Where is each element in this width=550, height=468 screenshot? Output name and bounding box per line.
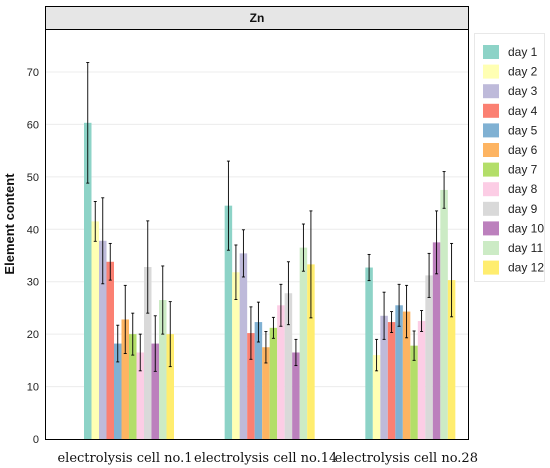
legend-entry: day 9: [508, 202, 538, 216]
title-strip: [45, 6, 469, 30]
legend-entry: day 3: [508, 84, 538, 98]
bar: [299, 247, 308, 439]
legend-swatch: [483, 84, 499, 99]
legend-swatch: [483, 201, 499, 216]
error-bars: [86, 62, 454, 372]
y-tick-label: 40: [27, 224, 39, 236]
bar: [292, 352, 300, 439]
legend-swatch: [483, 45, 499, 59]
bar: [114, 343, 122, 439]
bar: [129, 334, 137, 439]
legend: day 1 day 2 day 3 day 4 day 5 day 6 day 7 day 8…: [483, 45, 544, 275]
legend-swatch: [483, 221, 499, 236]
legend-entry: day 11: [508, 241, 543, 255]
bar: [425, 275, 433, 439]
bar: [84, 122, 92, 440]
grid-lines: [46, 71, 468, 388]
legend-entry: day 12: [508, 261, 544, 275]
bar: [262, 347, 270, 439]
y-axis-ticks: 0 10 20 30 40 50 60 70: [27, 67, 39, 446]
legend-entry: day 10: [508, 221, 544, 235]
legend-swatch: [483, 64, 499, 79]
bar: [232, 272, 240, 439]
y-tick-label: 60: [27, 119, 39, 131]
y-tick-label: 0: [33, 434, 39, 446]
legend-entry: day 7: [508, 163, 538, 177]
bar: [121, 319, 129, 439]
bar: [224, 205, 233, 439]
bar: [372, 355, 381, 439]
bar: [99, 240, 107, 439]
legend-entry: day 6: [508, 143, 538, 157]
bar: [307, 264, 315, 439]
bar: [387, 322, 396, 439]
chart-title: Zn: [250, 11, 265, 25]
y-tick-label: 30: [27, 277, 39, 289]
bar: [239, 253, 248, 439]
legend-swatch: [483, 123, 499, 138]
bars: [84, 122, 456, 440]
bar: [417, 321, 426, 439]
bar: [136, 352, 144, 439]
y-axis-label: Element content: [2, 173, 17, 275]
legend-swatch: [483, 162, 499, 177]
bar: [440, 189, 448, 439]
legend-entry: day 8: [508, 182, 538, 196]
legend-entry: day 4: [508, 104, 538, 118]
bar: [410, 345, 418, 439]
bar: [144, 267, 152, 439]
y-tick-label: 70: [27, 67, 39, 79]
legend-swatch: [483, 182, 499, 197]
bar: [159, 300, 167, 439]
y-tick-label: 10: [27, 382, 39, 394]
bar: [269, 327, 278, 439]
legend-entry: day 2: [508, 65, 538, 79]
bar: [380, 315, 388, 439]
legend-entry: day 5: [508, 123, 538, 137]
category-label: electrolysis cell no.14: [194, 451, 337, 466]
bar: [151, 343, 159, 439]
legend-entry: day 1: [508, 45, 538, 59]
legend-swatch: [483, 260, 499, 275]
bar: [247, 333, 255, 439]
category-label: electrolysis cell no.28: [335, 451, 478, 466]
bar: [91, 221, 99, 439]
category-label: electrolysis cell no.1: [57, 451, 192, 466]
legend-swatch: [483, 241, 499, 255]
bar: [432, 242, 441, 439]
category-labels: electrolysis cell no.1 electrolysis cell …: [57, 451, 477, 466]
legend-swatch: [483, 103, 499, 118]
bar: [277, 305, 285, 439]
bar: [402, 311, 411, 439]
bar: [365, 267, 373, 439]
bar: [166, 334, 174, 439]
bar: [106, 261, 114, 439]
y-tick-label: 20: [27, 329, 39, 341]
bar: [254, 322, 263, 439]
bar: [395, 305, 403, 439]
legend-swatch: [483, 143, 499, 157]
bar: [284, 293, 293, 439]
bar: [447, 280, 456, 439]
y-tick-label: 50: [27, 172, 39, 184]
